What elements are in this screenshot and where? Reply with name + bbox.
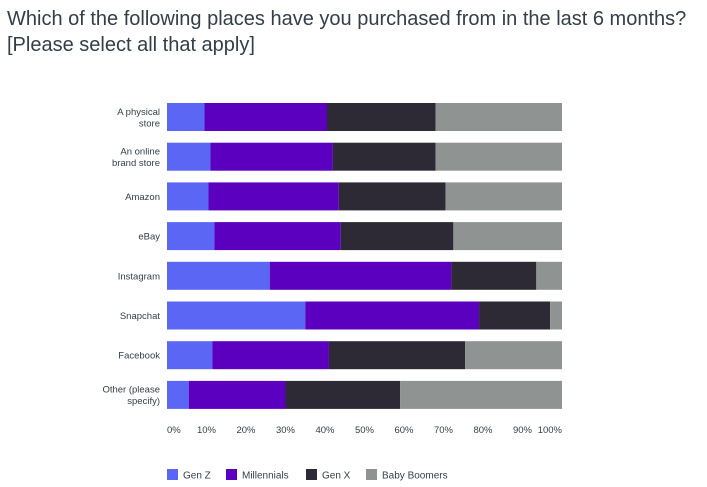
legend: Gen Z Millennials Gen X Baby Boomers <box>167 469 448 482</box>
bar-amazon-gen-x <box>338 182 446 211</box>
bar-facebook-millennials <box>212 341 329 370</box>
bar-ebay-gen-x <box>340 222 454 251</box>
bar-instagram-millennials <box>269 261 452 290</box>
x-tick-label-80: 80% <box>473 425 493 436</box>
bar-a-physical-store-gen-z <box>167 103 205 131</box>
legend-label-millennials: Millennials <box>242 471 289 482</box>
bar-snapchat-gen-x <box>479 301 551 330</box>
bar-instagram-gen-x <box>451 261 537 290</box>
bar-amazon-baby-boomers <box>445 182 562 211</box>
chart-title-line-2: [Please select all that apply] <box>7 34 255 56</box>
bar-an-online-brand-store-gen-z <box>167 142 211 171</box>
bar-amazon-millennials <box>208 182 339 211</box>
x-tick-label-0: 0% <box>167 425 181 436</box>
x-tick-label-90: 90% <box>513 425 533 436</box>
legend-swatch-millennials <box>226 469 237 480</box>
bar-other-please-specify-gen-z <box>167 380 189 409</box>
legend-label-gen-z: Gen Z <box>183 471 211 482</box>
category-label-instagram: Instagram <box>118 271 160 282</box>
bar-a-physical-store-gen-x <box>326 103 436 131</box>
chart-title: Which of the following places have you p… <box>7 6 702 58</box>
bar-ebay-gen-z <box>167 222 215 251</box>
x-tick-label-40: 40% <box>315 425 335 436</box>
category-label-an-online-brand-store: An online brand store <box>112 146 160 169</box>
bar-an-online-brand-store-gen-x <box>332 142 436 171</box>
x-tick-label-20: 20% <box>236 425 256 436</box>
bar-a-physical-store-millennials <box>204 103 327 131</box>
category-label-facebook: Facebook <box>118 351 160 362</box>
bar-other-please-specify-baby-boomers <box>400 380 562 409</box>
category-label-amazon: Amazon <box>125 192 160 203</box>
bar-other-please-specify-gen-x <box>285 380 401 409</box>
bar-instagram-baby-boomers <box>536 261 562 290</box>
legend-swatch-baby-boomers <box>366 469 377 480</box>
bar-facebook-gen-z <box>167 341 213 370</box>
category-label-other-please-specify: Other (please specify) <box>102 385 160 408</box>
bar-facebook-baby-boomers <box>465 341 562 370</box>
x-tick-label-30: 30% <box>276 425 296 436</box>
x-tick-label-100: 100% <box>538 425 563 436</box>
legend-label-gen-x: Gen X <box>322 471 351 482</box>
legend-swatch-gen-z <box>167 469 178 480</box>
bar-other-please-specify-millennials <box>188 380 286 409</box>
bar-instagram-gen-z <box>167 261 270 290</box>
category-labels: A physical store An online brand store Amazo… <box>102 107 160 407</box>
category-label-snapchat: Snapchat <box>120 311 161 322</box>
bar-ebay-baby-boomers <box>453 222 563 251</box>
x-tick-label-60: 60% <box>394 425 414 436</box>
bar-ebay-millennials <box>214 222 341 251</box>
bar-snapchat-millennials <box>305 301 480 330</box>
x-tick-label-70: 70% <box>434 425 454 436</box>
bar-amazon-gen-z <box>167 182 209 211</box>
bar-an-online-brand-store-millennials <box>210 142 333 171</box>
chart-title-line-1: Which of the following places have you p… <box>7 8 687 30</box>
bar-a-physical-store-baby-boomers <box>435 103 562 131</box>
bar-snapchat-baby-boomers <box>550 301 562 330</box>
category-label-ebay: eBay <box>138 232 160 243</box>
x-axis-tick-labels: 0% 10% 20% 30% 40% 50% 60% 70% 80% 90% 100% <box>167 425 563 436</box>
legend-swatch-gen-x <box>306 469 317 480</box>
x-tick-label-10: 10% <box>197 425 217 436</box>
legend-label-baby-boomers: Baby Boomers <box>382 471 448 482</box>
bar-facebook-gen-x <box>328 341 466 370</box>
x-tick-label-50: 50% <box>355 425 375 436</box>
bar-an-online-brand-store-baby-boomers <box>435 142 562 171</box>
bar-area <box>167 103 563 409</box>
category-label-a-physical-store: A physical store <box>117 107 160 130</box>
bar-snapchat-gen-z <box>167 301 306 330</box>
